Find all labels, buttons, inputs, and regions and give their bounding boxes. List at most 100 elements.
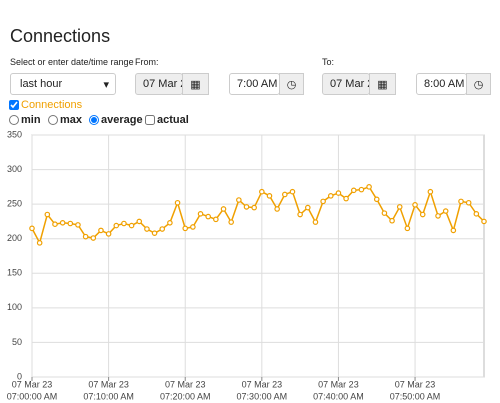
data-point xyxy=(343,195,349,202)
data-point xyxy=(174,199,181,206)
option[interactable]: min xyxy=(9,114,41,126)
data-point xyxy=(121,220,127,227)
radio[interactable] xyxy=(48,115,58,125)
data-point xyxy=(289,188,296,195)
data-point xyxy=(335,190,342,196)
from-date[interactable]: 07 Mar 23 xyxy=(135,73,183,95)
data-point xyxy=(373,196,380,203)
to-date[interactable]: 07 Mar 23 xyxy=(322,73,370,95)
data-point xyxy=(297,211,303,218)
data-point xyxy=(427,188,434,195)
data-point xyxy=(220,206,227,212)
clock-button[interactable]: ◷ xyxy=(279,73,304,95)
data-point xyxy=(419,211,426,218)
data-point xyxy=(304,204,311,211)
x-tick-label: 07:10:00 AM xyxy=(83,391,134,401)
data-point xyxy=(366,184,372,190)
y-tick-label: 0 xyxy=(17,371,22,381)
calendar-button[interactable]: ▦ xyxy=(182,73,209,95)
data-point xyxy=(282,191,288,198)
option-label: min xyxy=(21,114,41,126)
data-point xyxy=(151,230,158,236)
data-point xyxy=(98,227,104,234)
series-toggle[interactable]: Connections xyxy=(9,99,82,111)
data-point xyxy=(243,204,250,210)
data-point xyxy=(312,219,319,225)
data-point xyxy=(182,225,189,232)
x-tick-label: 07:20:00 AM xyxy=(160,391,211,401)
data-point xyxy=(52,221,58,227)
page-title: Connections xyxy=(10,26,111,46)
calendar-button[interactable]: ▦ xyxy=(369,73,396,95)
data-point xyxy=(473,211,480,217)
data-point xyxy=(251,204,257,211)
option[interactable]: actual xyxy=(145,114,189,126)
data-point xyxy=(82,233,89,240)
data-point xyxy=(36,240,43,246)
data-point xyxy=(75,222,81,228)
chart: 0 50 100 150 200 250 300 350 07 Mar 23 07:00:00 A… xyxy=(7,129,487,401)
data-point xyxy=(412,202,418,208)
data-point xyxy=(358,186,365,193)
to-time[interactable]: 8:00 AM xyxy=(416,73,467,95)
y-tick-label: 350 xyxy=(7,129,22,139)
arrow: ▾ xyxy=(103,78,109,91)
data-point xyxy=(458,198,464,205)
radio[interactable] xyxy=(9,115,19,125)
option[interactable]: average xyxy=(89,114,143,126)
option-label: max xyxy=(60,114,83,126)
y-tick-label: 300 xyxy=(7,164,22,174)
data-point xyxy=(197,211,204,217)
option[interactable]: max xyxy=(48,114,82,126)
data-point xyxy=(205,213,212,220)
x-tick-label: 07 Mar 23 xyxy=(88,379,129,389)
to-label: To: xyxy=(322,57,335,67)
data-point xyxy=(159,226,166,232)
y-tick-label: 50 xyxy=(12,337,22,347)
checkbox[interactable] xyxy=(9,100,19,110)
data-point xyxy=(167,220,173,226)
data-point xyxy=(213,216,219,223)
clock-button[interactable]: ◷ xyxy=(466,73,491,95)
y-tick-label: 200 xyxy=(7,233,22,243)
option-label: average xyxy=(101,114,143,126)
data-point xyxy=(274,206,280,212)
y-tick-label: 100 xyxy=(7,302,22,312)
plot-area xyxy=(31,134,485,378)
x-tick-label: 07 Mar 23 xyxy=(12,379,53,389)
data-point xyxy=(381,210,388,216)
data-point xyxy=(320,198,326,205)
data-point xyxy=(44,211,51,218)
range-select[interactable]: last hour ▾ xyxy=(10,73,116,95)
toggle-label: Connections xyxy=(21,99,83,111)
data-point xyxy=(136,218,143,225)
data-point xyxy=(435,213,441,219)
data-point xyxy=(113,222,120,229)
checkbox[interactable] xyxy=(145,115,155,125)
data-point xyxy=(465,199,472,206)
data-point xyxy=(67,220,74,227)
data-point xyxy=(59,220,66,226)
from-label: From: xyxy=(135,57,159,67)
data-point xyxy=(396,204,403,210)
x-tick-label: 07:50:00 AM xyxy=(390,391,441,401)
data-point xyxy=(29,225,35,232)
data-point xyxy=(481,218,487,225)
x-tick-label: 07 Mar 23 xyxy=(165,379,206,389)
x-tick-label: 07:40:00 AM xyxy=(313,391,364,401)
data-point xyxy=(190,224,196,230)
range-value: last hour xyxy=(20,78,63,90)
data-point xyxy=(442,208,449,214)
x-tick-label: 07:30:00 AM xyxy=(237,391,288,401)
option-label: actual xyxy=(157,114,189,126)
data-point xyxy=(128,222,135,229)
x-tick-label: 07:00:00 AM xyxy=(7,391,58,401)
radio[interactable] xyxy=(89,115,99,125)
x-tick-label: 07 Mar 23 xyxy=(395,379,436,389)
data-point xyxy=(404,225,411,232)
data-point xyxy=(236,197,242,203)
from-time[interactable]: 7:00 AM xyxy=(229,73,280,95)
data-point xyxy=(450,227,457,234)
y-tick-label: 250 xyxy=(7,199,22,209)
